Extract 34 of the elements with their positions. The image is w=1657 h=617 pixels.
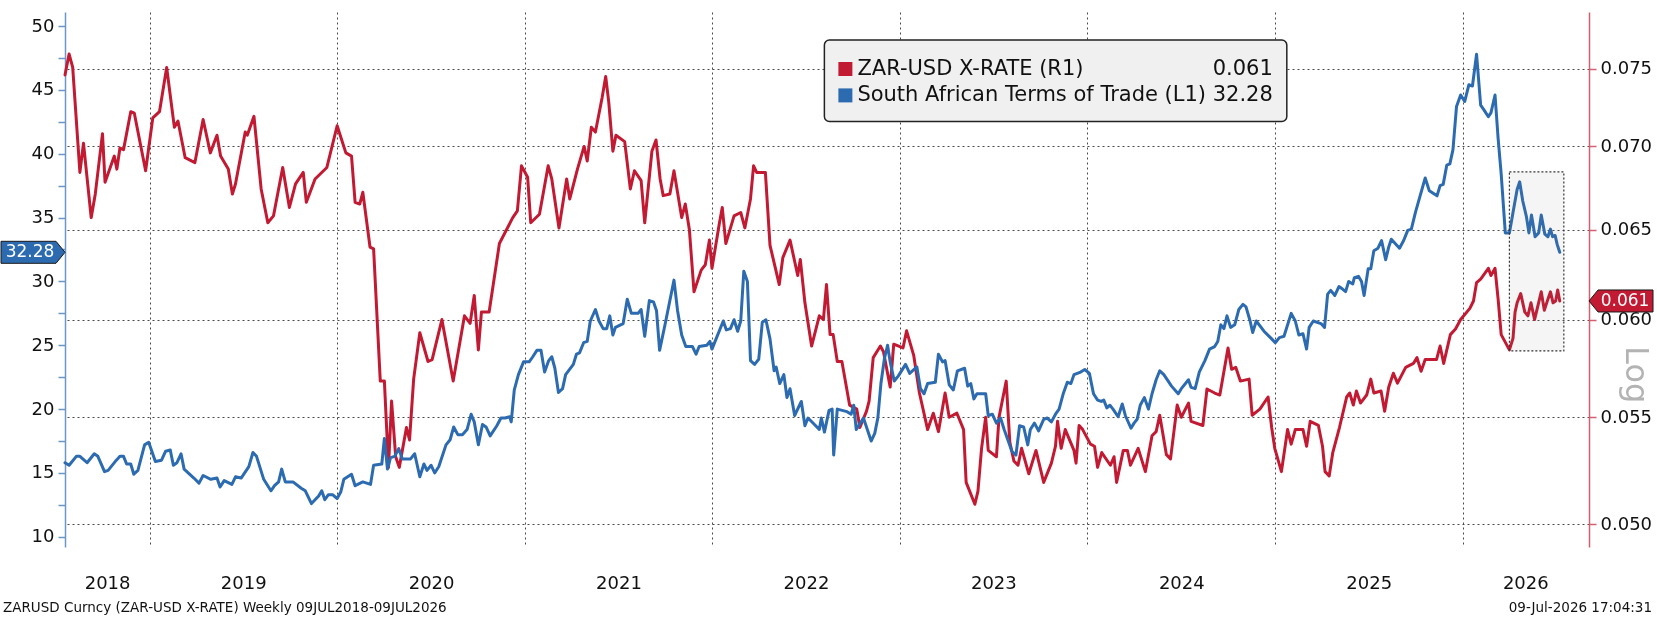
annotation: 32.28 [1212, 82, 1273, 107]
y2-tick-label: 0.050 [1600, 512, 1653, 534]
annotation: 0.061 [1212, 56, 1273, 80]
x-tick-label: 2018 [84, 571, 131, 593]
y2-tick-label: 0.065 [1600, 218, 1653, 240]
line-series [63, 52, 1562, 506]
text: 09-Jul-2026 17:04:31 [1508, 599, 1652, 615]
y-tick-label: 30 [31, 269, 55, 291]
y-tick-label: 45 [31, 78, 55, 100]
x-tick-label: 2025 [1346, 571, 1393, 593]
y2-tick-label: 0.070 [1600, 134, 1653, 156]
x-tick-label: 2020 [408, 571, 455, 593]
y-tick-label: 40 [31, 142, 55, 164]
x-tick-label: 2021 [596, 571, 642, 593]
y2-tick-label: 0.060 [1600, 308, 1653, 330]
legend-label: South African Terms of Trade (L1) [857, 82, 1207, 107]
x-tick-label: 2023 [970, 571, 1017, 593]
y2-axis-title: Log [1617, 346, 1656, 404]
y2-tick-label: 0.075 [1600, 57, 1653, 79]
y-tick-label: 20 [31, 397, 55, 419]
x-tick-label: 2019 [220, 571, 267, 593]
text: 0.061 [1600, 289, 1650, 310]
x-tick-label: 2022 [783, 571, 830, 593]
y-tick-label: 10 [31, 525, 55, 547]
text: 32.28 [5, 241, 55, 262]
y2-tick-label: 0.055 [1600, 405, 1653, 427]
y-tick-label: 15 [31, 461, 55, 483]
y-tick-label: 35 [31, 206, 55, 228]
legend-label: ZAR-USD X-RATE (R1) [857, 56, 1084, 80]
x-tick-label: 2026 [1502, 571, 1549, 593]
x-tick-label: 2024 [1158, 571, 1205, 593]
text: ZARUSD Curncy (ZAR-USD X-RATE) Weekly 09JUL2018-09JUL2026 [3, 599, 447, 615]
y-tick-label: 50 [31, 14, 55, 36]
y-tick-label: 25 [31, 333, 55, 355]
